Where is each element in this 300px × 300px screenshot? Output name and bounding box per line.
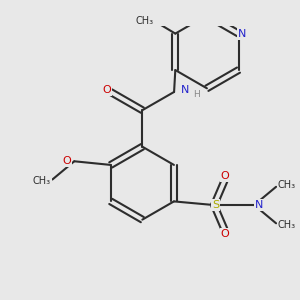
Text: N: N <box>255 200 263 210</box>
Text: H: H <box>193 90 200 99</box>
Text: CH₃: CH₃ <box>278 220 296 230</box>
Text: N: N <box>238 28 246 39</box>
Text: CH₃: CH₃ <box>278 180 296 190</box>
Text: O: O <box>220 229 230 239</box>
Text: O: O <box>62 156 71 166</box>
Text: CH₃: CH₃ <box>33 176 51 186</box>
Text: S: S <box>212 200 219 210</box>
Text: CH₃: CH₃ <box>136 16 154 26</box>
Text: O: O <box>102 85 111 95</box>
Text: N: N <box>181 85 189 95</box>
Text: O: O <box>220 171 230 181</box>
